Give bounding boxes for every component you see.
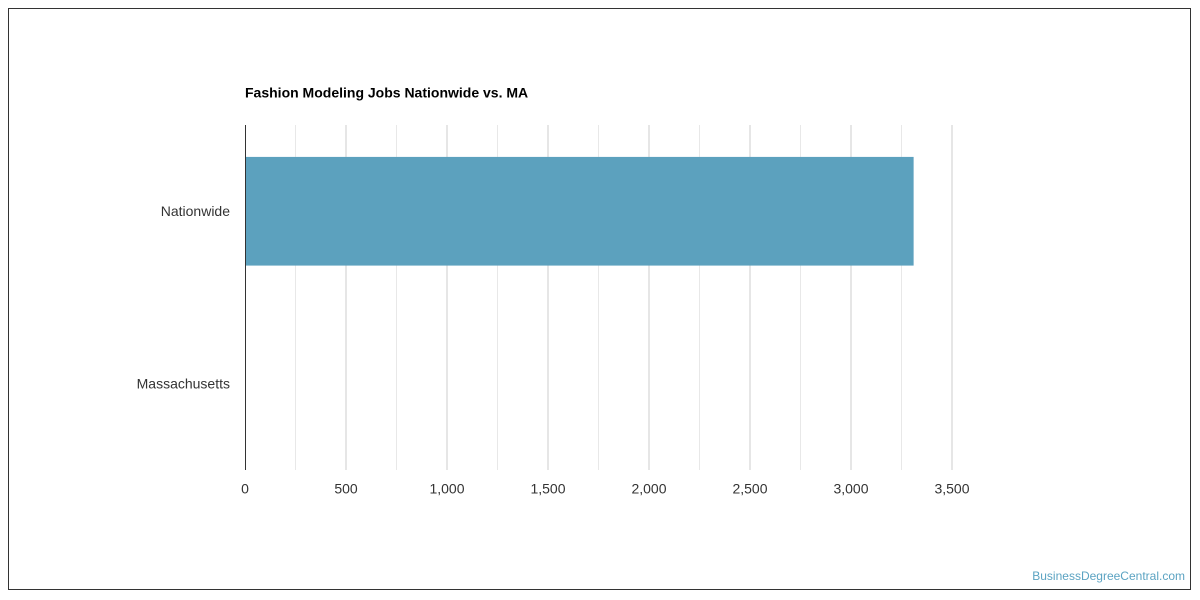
x-tick-label: 3,000 <box>833 481 868 497</box>
x-tick-label: 1,500 <box>530 481 565 497</box>
x-tick-label: 500 <box>334 481 358 497</box>
x-tick-label: 2,000 <box>631 481 666 497</box>
x-tick-label: 2,500 <box>732 481 767 497</box>
y-tick-label: Massachusetts <box>137 375 230 391</box>
x-tick-label: 1,000 <box>429 481 464 497</box>
bar <box>245 156 914 266</box>
chart-title: Fashion Modeling Jobs Nationwide vs. MA <box>245 85 528 101</box>
y-tick-label: Nationwide <box>161 203 230 219</box>
source-credit: BusinessDegreeCentral.com <box>1032 569 1185 583</box>
x-tick-label: 3,500 <box>934 481 969 497</box>
x-tick-label: 0 <box>241 481 249 497</box>
frame <box>8 8 1191 590</box>
